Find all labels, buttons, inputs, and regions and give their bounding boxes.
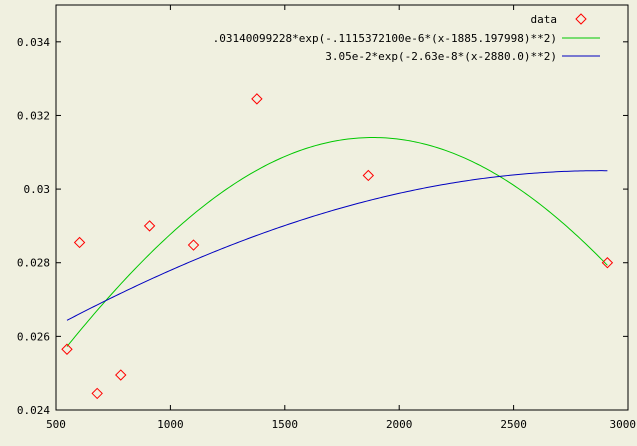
data-point bbox=[251, 93, 263, 105]
legend-label-fit: .03140099228*exp(-.1115372100e-6*(x-1885… bbox=[213, 32, 557, 45]
plot-frame bbox=[55, 4, 629, 411]
x-tick-label: 500 bbox=[46, 418, 66, 431]
data-point bbox=[73, 236, 86, 249]
fit-curve-line bbox=[66, 137, 608, 347]
legend-label-fit: 3.05e-2*exp(-2.63e-8*(x-2880.0)**2) bbox=[325, 50, 557, 63]
fit-curves bbox=[66, 137, 608, 347]
data-point bbox=[115, 369, 127, 381]
axis-ticks: 500 1000 1500 2000 2500 3000 0.024 0.026 0.028 0.… bbox=[17, 5, 636, 431]
legend-marker-data bbox=[575, 13, 587, 25]
data-point bbox=[61, 343, 73, 355]
legend: data .03140099228*exp(-.1115372100e-6*(x-… bbox=[213, 13, 600, 63]
y-tick-label: 0.03 bbox=[24, 183, 51, 196]
data-point bbox=[362, 169, 375, 182]
y-tick-label: 0.034 bbox=[17, 36, 50, 49]
y-tick-label: 0.028 bbox=[17, 257, 50, 270]
legend-label-data: data bbox=[531, 13, 558, 26]
x-tick-label: 3000 bbox=[610, 418, 637, 431]
y-tick-label: 0.024 bbox=[17, 404, 50, 417]
y-tick-label: 0.032 bbox=[17, 109, 50, 122]
x-tick-label: 1500 bbox=[272, 418, 299, 431]
data-point bbox=[601, 257, 614, 269]
axes bbox=[55, 4, 629, 411]
x-tick-label: 2000 bbox=[386, 418, 413, 431]
x-tick-label: 1000 bbox=[157, 418, 184, 431]
y-tick-label: 0.026 bbox=[17, 330, 50, 343]
data-point bbox=[143, 220, 156, 232]
data-point bbox=[187, 239, 200, 251]
data-points bbox=[61, 93, 614, 400]
x-tick-label: 2500 bbox=[500, 418, 527, 431]
data-point bbox=[91, 387, 103, 400]
fit-curve-line bbox=[66, 170, 608, 321]
